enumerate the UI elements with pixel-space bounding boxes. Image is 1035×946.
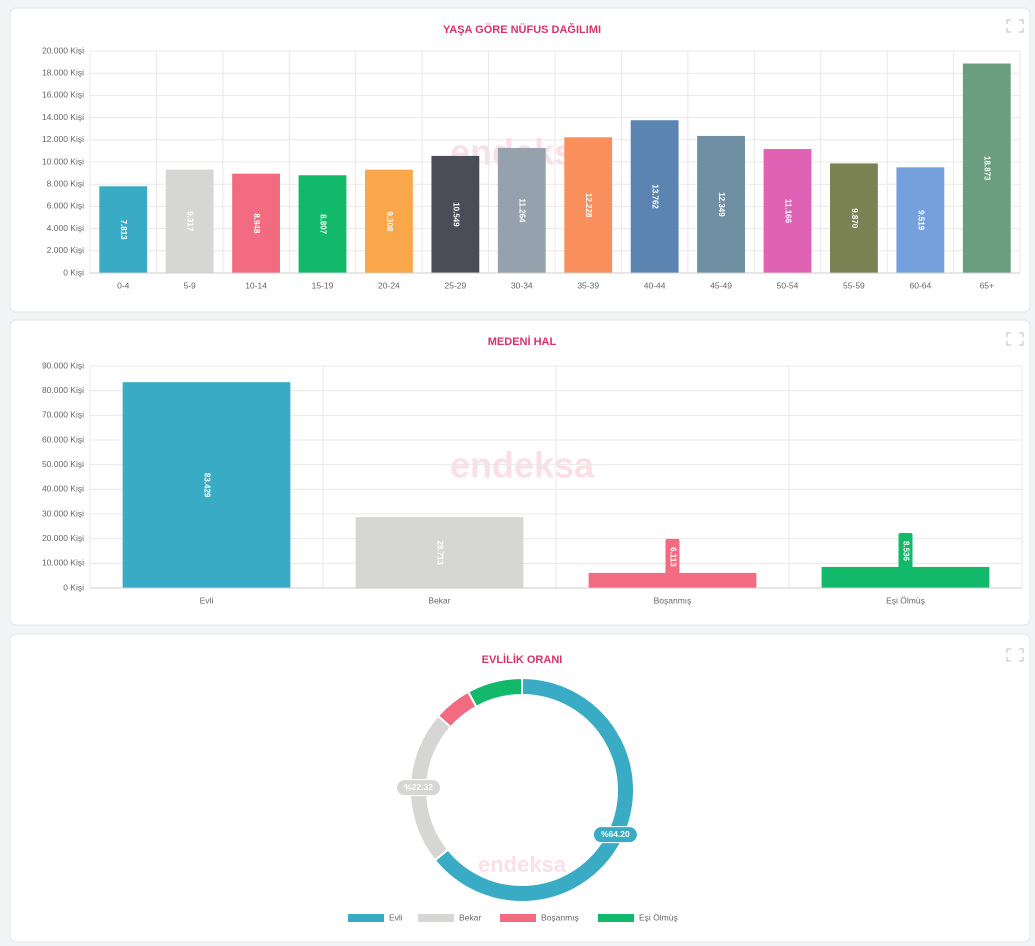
value-label: 9.308 <box>385 211 394 232</box>
value-label: 12.349 <box>717 192 726 217</box>
value-label: 13.762 <box>651 184 660 209</box>
y-tick-label: 50.000 Kişi <box>42 459 84 469</box>
panel <box>9 633 1031 943</box>
x-tick-label: 20-24 <box>378 280 400 290</box>
legend-label: Eşi Ölmüş <box>639 912 678 922</box>
x-tick-label: Eşi Ölmüş <box>886 595 925 605</box>
chart-title: MEDENİ HAL <box>488 335 557 348</box>
x-tick-label: 55-59 <box>843 280 865 290</box>
y-tick-label: 30.000 Kişi <box>42 508 84 518</box>
expand-icon[interactable] <box>1006 19 1024 662</box>
y-tick-label: 70.000 Kişi <box>42 410 84 420</box>
watermark: endeksa <box>478 852 567 877</box>
value-label-bg <box>665 538 680 575</box>
y-tick-label: 90.000 Kişi <box>42 360 84 370</box>
value-label: 9.870 <box>850 208 859 229</box>
bar <box>896 167 945 273</box>
y-tick-label: 12.000 Kişi <box>42 134 84 144</box>
bar <box>697 135 745 273</box>
y-tick-label: 16.000 Kişi <box>42 90 84 100</box>
value-label-bg <box>898 532 913 569</box>
y-tick-label: 60.000 Kişi <box>42 434 84 444</box>
y-tick-label: 10.000 Kişi <box>42 558 84 568</box>
legend-swatch <box>500 914 536 922</box>
legend-swatch <box>348 914 384 922</box>
value-label: 83.429 <box>202 473 211 498</box>
y-tick-label: 18.000 Kişi <box>42 67 84 77</box>
value-label: 11.166 <box>783 199 792 224</box>
y-tick-label: 20.000 Kişi <box>42 533 84 543</box>
bar <box>763 149 812 273</box>
x-tick-label: Evli <box>200 595 214 605</box>
x-tick-label: 50-54 <box>777 280 799 290</box>
value-label: 28.713 <box>435 540 444 565</box>
x-tick-label: 10-14 <box>245 280 267 290</box>
y-tick-label: 2.000 Kişi <box>47 245 84 255</box>
bar <box>821 566 990 588</box>
legend-label: Evli <box>389 912 403 922</box>
value-label: 11.264 <box>518 198 527 223</box>
value-label: 9.519 <box>916 210 925 231</box>
value-label-bg <box>396 779 442 797</box>
y-tick-label: 40.000 Kişi <box>42 484 84 494</box>
x-tick-label: 35-39 <box>577 280 599 290</box>
value-label: 12.228 <box>584 193 593 218</box>
bar <box>355 517 524 588</box>
bar <box>298 175 347 273</box>
bar <box>431 155 480 273</box>
x-tick-label: 65+ <box>980 280 994 290</box>
value-label: %22.32 <box>404 782 433 792</box>
value-label: 9.317 <box>186 211 195 232</box>
x-tick-label: 45-49 <box>710 280 732 290</box>
bar <box>497 147 546 273</box>
legend-label: Bekar <box>459 912 481 922</box>
legend-swatch <box>598 914 634 922</box>
value-label: 18.873 <box>983 156 992 181</box>
bar <box>588 572 757 588</box>
y-tick-label: 80.000 Kişi <box>42 385 84 395</box>
legend-swatch <box>418 914 454 922</box>
y-tick-label: 8.000 Kişi <box>47 178 84 188</box>
y-tick-label: 14.000 Kişi <box>42 112 84 122</box>
y-tick-label: 0 Kişi <box>63 267 84 277</box>
chart-title: EVLİLİK ORANI <box>482 653 563 666</box>
bar <box>99 186 148 273</box>
x-tick-label: 0-4 <box>117 280 130 290</box>
bar <box>630 120 679 274</box>
bar <box>232 173 280 273</box>
value-label: 10.549 <box>451 202 460 227</box>
value-label: %64.20 <box>601 829 630 839</box>
y-tick-label: 20.000 Kişi <box>42 45 84 55</box>
x-tick-label: 25-29 <box>444 280 466 290</box>
value-label: 7.813 <box>119 220 128 241</box>
bar <box>564 137 613 273</box>
x-tick-label: Boşanmış <box>654 595 692 605</box>
value-label-bg <box>592 826 638 844</box>
y-tick-label: 0 Kişi <box>63 582 84 592</box>
value-label: 8.536 <box>901 541 910 562</box>
legend-label: Boşanmış <box>541 912 579 922</box>
x-tick-label: 60-64 <box>909 280 931 290</box>
bar <box>365 169 413 273</box>
value-label: 8.807 <box>318 214 327 235</box>
chart-title: YAŞA GÖRE NÜFUS DAĞILIMI <box>443 23 601 36</box>
x-tick-label: Bekar <box>428 595 450 605</box>
x-tick-label: 15-19 <box>312 280 334 290</box>
y-tick-label: 10.000 Kişi <box>42 156 84 166</box>
donut-slice <box>466 676 523 709</box>
y-tick-label: 4.000 Kişi <box>47 223 84 233</box>
bar <box>962 63 1011 273</box>
x-tick-label: 30-34 <box>511 280 533 290</box>
x-tick-label: 5-9 <box>183 280 196 290</box>
value-label: 6.113 <box>668 547 677 567</box>
bar <box>165 169 214 273</box>
y-tick-label: 6.000 Kişi <box>47 201 84 211</box>
x-tick-label: 40-44 <box>644 280 666 290</box>
bar <box>122 382 291 588</box>
bar <box>830 163 878 273</box>
value-label: 8.948 <box>252 213 261 234</box>
